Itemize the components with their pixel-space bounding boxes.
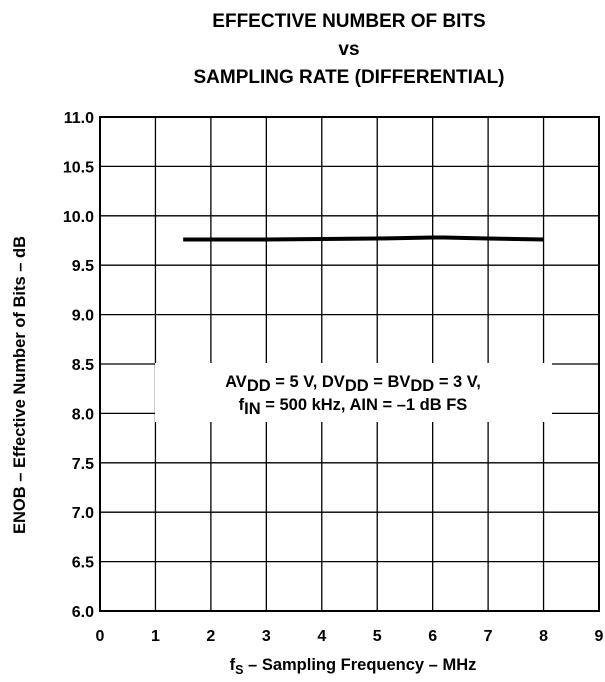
chart-title: EFFECTIVE NUMBER OF BITS vs SAMPLING RAT… <box>193 11 504 88</box>
y-tick-label: 7.0 <box>72 505 94 522</box>
y-tick-label: 7.5 <box>72 456 94 473</box>
x-tick-label: 2 <box>206 628 215 645</box>
x-tick-label: 5 <box>373 628 382 645</box>
x-tick-label: 1 <box>151 628 160 645</box>
x-label-subscript: S <box>235 663 243 677</box>
annotation-line-2: fIN = 500 kHz, AIN = –1 dB FS <box>239 396 468 418</box>
annotation: AVDD = 5 V, DVDD = BVDD = 3 V,fIN = 500 … <box>155 363 552 422</box>
y-tick-label: 9.0 <box>72 308 94 325</box>
y-axis-label: ENOB – Effective Number of Bits – dB <box>11 236 29 534</box>
y-tick-label: 10.0 <box>63 209 94 226</box>
title-line-1: EFFECTIVE NUMBER OF BITS <box>212 11 485 32</box>
y-tick-label: 6.5 <box>72 555 94 572</box>
x-label-text: – Sampling Frequency – MHz <box>243 656 476 674</box>
plot-frame <box>99 116 600 612</box>
y-tick-label: 8.0 <box>72 406 94 423</box>
title-line-3: SAMPLING RATE (DIFFERENTIAL) <box>193 67 504 88</box>
y-tick-label: 8.5 <box>72 357 94 374</box>
x-tick-label: 6 <box>428 628 437 645</box>
y-tick-label: 9.5 <box>72 258 94 275</box>
x-axis-label: fS – Sampling Frequency – MHz <box>230 656 477 677</box>
x-tick-label: 3 <box>262 628 271 645</box>
annotation-line-1: AVDD = 5 V, DVDD = BVDD = 3 V, <box>225 373 481 395</box>
x-tick-label: 8 <box>539 628 548 645</box>
y-tick-label: 10.5 <box>63 159 94 176</box>
annotation-box <box>155 363 552 422</box>
series-line <box>183 235 544 242</box>
title-line-2: vs <box>338 39 359 60</box>
x-tick-label: 0 <box>96 628 105 645</box>
series-layer <box>183 235 544 242</box>
x-tick-labels: 0 1 2 3 4 5 6 7 8 9 <box>96 628 604 645</box>
y-tick-label: 6.0 <box>72 604 94 621</box>
x-tick-label: 7 <box>484 628 493 645</box>
y-tick-label: 11.0 <box>64 110 94 127</box>
x-tick-label: 4 <box>317 628 326 645</box>
svg-text:fS – Sampling Frequency – MHz: fS – Sampling Frequency – MHz <box>230 656 477 677</box>
x-label-f: f <box>230 656 236 674</box>
y-tick-labels: 6.0 6.5 7.0 7.5 8.0 8.5 9.0 9.5 10.0 10.5 11.0 <box>63 110 94 621</box>
x-tick-label: 9 <box>595 628 604 645</box>
